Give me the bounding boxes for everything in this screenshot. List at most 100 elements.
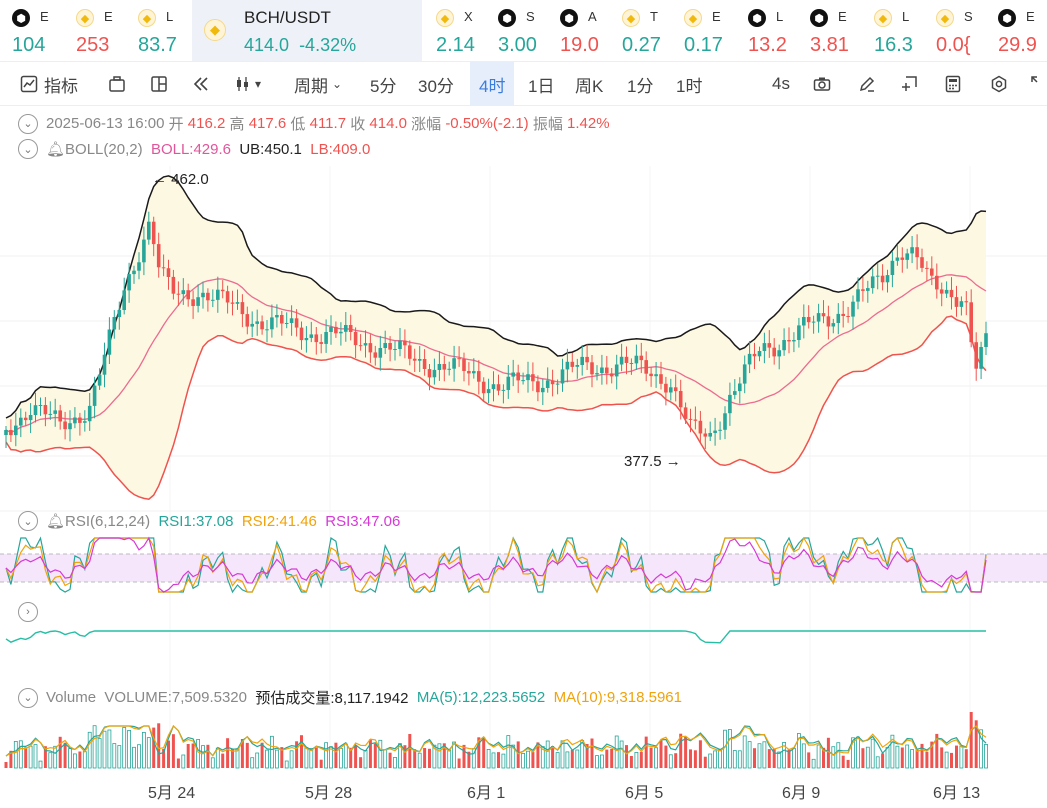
period-1h[interactable]: 1时: [676, 76, 703, 96]
candle-body: [541, 387, 545, 393]
volume-bar: [762, 741, 767, 769]
collapse-icon[interactable]: ⌄: [18, 113, 38, 134]
candle-body: [181, 290, 186, 295]
settings-button[interactable]: [990, 62, 1008, 106]
candle-body: [792, 340, 796, 342]
volume-bar: [368, 739, 372, 768]
oscillator-line: [5, 630, 986, 644]
screenshot-button[interactable]: [813, 62, 831, 106]
period-5m[interactable]: 5分: [370, 76, 397, 96]
ticker-item[interactable]: ◆ T 0.27: [622, 9, 661, 56]
candle-body: [851, 301, 855, 317]
ticker-item[interactable]: ⬢ L 13.2: [748, 9, 787, 56]
volume-bar: [634, 752, 639, 769]
bell-icon[interactable]: 🔔︎: [46, 141, 66, 158]
volume-bar: [950, 752, 953, 768]
candle-body: [289, 318, 294, 323]
expand-icon: [1030, 75, 1047, 93]
ticker-item[interactable]: ⬢ E 29.9: [998, 9, 1037, 56]
candle-body: [467, 371, 471, 374]
ticker-item[interactable]: ◆ E 253: [76, 9, 113, 56]
volume-bar: [885, 747, 890, 769]
volume-bar: [816, 744, 821, 769]
fullscreen-button[interactable]: [1030, 62, 1047, 106]
volume-bar: [162, 748, 166, 768]
binance-icon: ◆: [204, 19, 226, 41]
ohlc-legend: ⌄ 2025-06-13 16:00 开 416.2 高 417.6 低 411…: [18, 113, 610, 134]
candle-body: [112, 317, 117, 330]
volume-bar: [664, 745, 668, 768]
expand-panel-icon[interactable]: ›: [18, 602, 38, 622]
add-window-button[interactable]: [900, 62, 918, 106]
candle-body: [821, 313, 826, 317]
ticker-item[interactable]: ⬢ E 3.81: [810, 9, 849, 56]
candle-body: [304, 338, 309, 341]
candle-body: [550, 380, 555, 385]
ticker-item[interactable]: ⬢ A 19.0: [560, 9, 599, 56]
volume-bar: [269, 735, 274, 769]
candle-body: [398, 340, 402, 349]
volume-bar: [822, 747, 825, 768]
period-dropdown[interactable]: 周期 ⌄: [294, 76, 343, 96]
replay-button[interactable]: [192, 62, 210, 106]
bell-icon[interactable]: 🔔︎: [46, 513, 66, 530]
candle-body: [501, 389, 506, 391]
volume-bar: [354, 745, 358, 768]
candle-body: [324, 332, 328, 344]
volume-bar: [846, 759, 850, 768]
refresh-interval[interactable]: 4s: [772, 74, 790, 93]
candle-body: [590, 362, 594, 375]
templates-button[interactable]: [108, 62, 126, 106]
candle-body: [245, 314, 250, 327]
collapse-icon[interactable]: ⌄: [18, 139, 38, 159]
candle-body: [191, 299, 195, 306]
collapse-icon[interactable]: ⌄: [18, 511, 38, 531]
chart-canvas[interactable]: [0, 106, 1047, 808]
layout-button[interactable]: [150, 62, 168, 106]
ticker-item[interactable]: ◆ L 83.7: [138, 9, 177, 56]
candle-body: [388, 343, 392, 350]
draw-button[interactable]: [858, 62, 876, 106]
candle-body: [910, 247, 914, 254]
candle-body: [870, 276, 875, 289]
ticker-item[interactable]: ◆ L 16.3: [874, 9, 913, 56]
indicators-button[interactable]: 指标: [20, 62, 78, 106]
volume-bar: [413, 749, 417, 768]
kline-chart[interactable]: ⌄ 2025-06-13 16:00 开 416.2 高 417.6 低 411…: [0, 106, 1047, 808]
volume-bar: [181, 754, 186, 769]
ticker-item[interactable]: ⬢ E 104: [12, 9, 49, 56]
candle-body: [866, 288, 870, 291]
volume-bar: [408, 734, 412, 768]
volume-bar: [343, 743, 348, 769]
chart-type-dropdown[interactable]: ▾: [234, 62, 261, 106]
calculator-button[interactable]: [944, 62, 962, 106]
collapse-icon[interactable]: ⌄: [18, 687, 38, 708]
candle-body: [408, 345, 412, 359]
ticker-item[interactable]: ⬢ S 3.00: [498, 9, 537, 56]
period-1m[interactable]: 1分: [627, 76, 654, 96]
candle-body: [462, 359, 466, 371]
okx-icon: ⬢: [560, 9, 578, 27]
period-1d[interactable]: 1日: [528, 76, 555, 96]
ticker-item[interactable]: ◆ S 0.0{: [936, 9, 973, 56]
binance-icon: ◆: [684, 9, 702, 27]
volume-bar: [284, 760, 289, 769]
candle-body: [92, 385, 97, 406]
volume-bar: [856, 736, 860, 769]
volume-bar: [836, 742, 841, 769]
period-4h[interactable]: 4时: [470, 62, 515, 106]
volume-bar: [196, 739, 201, 769]
ticker-price: 83.7: [138, 34, 177, 56]
ticker-item[interactable]: ◆ E 0.17: [684, 9, 723, 56]
volume-bar: [979, 729, 983, 769]
candle-body: [43, 405, 48, 415]
ticker-item[interactable]: ◆ X 2.14: [436, 9, 475, 56]
active-ticker[interactable]: ◆ BCH/USDT 414.0 -4.32%: [192, 0, 422, 61]
volume-bar: [610, 749, 614, 768]
period-1w[interactable]: 周K: [575, 76, 604, 96]
volume-bar: [43, 746, 47, 768]
volume-bar: [403, 745, 407, 768]
volume-bar: [226, 738, 230, 768]
ticker-strip: ⬢ E 104 ◆ E 253 ◆ L 83.7 ◆ BCH/USDT 414.0 -4.3…: [0, 0, 1047, 62]
period-30m[interactable]: 30分: [418, 76, 454, 96]
